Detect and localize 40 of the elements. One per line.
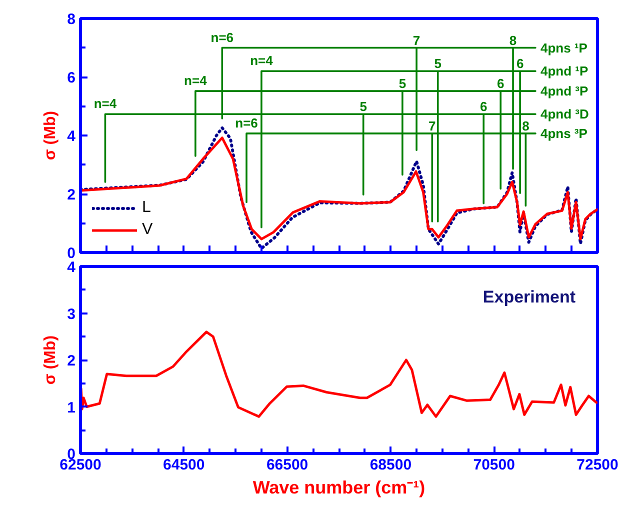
y-tick-label: 2 bbox=[67, 352, 76, 370]
annotation: Experiment bbox=[482, 288, 576, 306]
x-tick-label: 68500 bbox=[370, 456, 412, 474]
y-axis-title: σ (Mb) bbox=[42, 110, 60, 160]
y-axis-title: σ (Mb) bbox=[42, 335, 60, 385]
y-tick-label: 6 bbox=[67, 70, 76, 86]
annotation: n=6 bbox=[235, 115, 258, 130]
annotation: 8 bbox=[522, 118, 530, 134]
annotation: 7 bbox=[428, 118, 436, 134]
annotation: 8 bbox=[509, 32, 517, 48]
annotation: n=4 bbox=[94, 96, 118, 112]
y-tick-label: 4 bbox=[67, 259, 76, 276]
y-tick-label: 1 bbox=[67, 399, 76, 416]
y-tick-label: 2 bbox=[67, 186, 76, 204]
x-tick-label: 72500 bbox=[576, 456, 618, 474]
annotation: 6 bbox=[516, 56, 524, 72]
y-tick-label: 0 bbox=[67, 245, 76, 262]
legend-label: L bbox=[142, 199, 152, 217]
x-tick-label: 64500 bbox=[163, 456, 205, 474]
annotation: n=4 bbox=[250, 53, 274, 68]
annotation: 5 bbox=[360, 99, 367, 114]
annotation: 6 bbox=[480, 99, 488, 114]
legend-label: V bbox=[142, 221, 154, 239]
annotation: 6 bbox=[497, 76, 504, 92]
annotation: 5 bbox=[434, 56, 442, 72]
annotation: n=6 bbox=[210, 30, 234, 45]
x-axis-title: Wave number (cm⁻¹) bbox=[252, 478, 426, 498]
annotation: 7 bbox=[412, 32, 420, 48]
series-label: 4pnd ¹P bbox=[540, 64, 588, 79]
series-label: 4pnd ³D bbox=[540, 106, 589, 122]
x-tick-label: 66500 bbox=[266, 456, 308, 474]
x-tick-label: 70500 bbox=[473, 456, 515, 474]
series-label: 4pnd ³P bbox=[540, 84, 588, 99]
y-tick-label: 8 bbox=[67, 11, 76, 28]
annotation: 5 bbox=[398, 76, 406, 92]
series-label: 4pns ¹P bbox=[540, 40, 588, 56]
y-tick-label: 3 bbox=[67, 306, 76, 323]
y-tick-label: 4 bbox=[67, 128, 76, 145]
annotation: n=4 bbox=[184, 73, 208, 88]
series-label: 4pns ³P bbox=[540, 126, 588, 141]
